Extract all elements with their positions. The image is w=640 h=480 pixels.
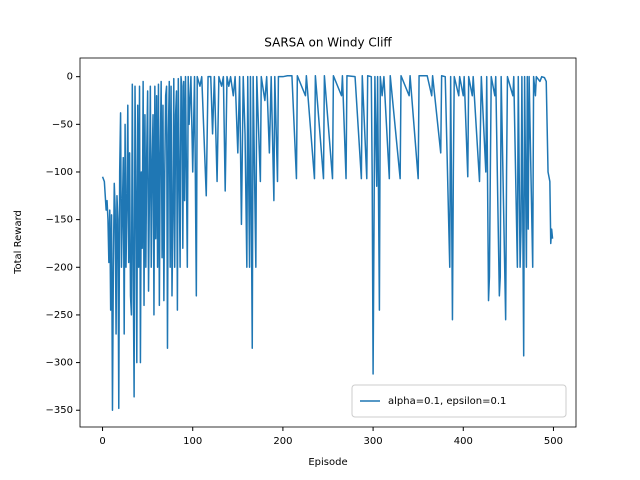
- y-tick-label: 0: [67, 72, 73, 83]
- legend-box: [351, 384, 567, 418]
- y-tick-label: −100: [46, 167, 73, 178]
- x-tick-label: 200: [273, 436, 292, 447]
- x-tick-label: 500: [544, 436, 563, 447]
- x-axis-label: Episode: [308, 457, 347, 468]
- y-tick-label: −200: [46, 262, 73, 273]
- x-tick-label: 100: [183, 436, 202, 447]
- x-tick-label: 0: [99, 436, 105, 447]
- x-tick-label: 400: [454, 436, 473, 447]
- plot-frame: [79, 57, 577, 428]
- legend-label: alpha=0.1, epsilon=0.1: [388, 396, 506, 407]
- y-tick-label: −50: [52, 119, 73, 130]
- x-tick-label: 300: [364, 436, 383, 447]
- y-axis-label: Total Reward: [13, 210, 24, 275]
- y-tick-label: −250: [46, 310, 73, 321]
- y-tick-label: −350: [46, 405, 73, 416]
- y-tick-label: −300: [46, 358, 73, 369]
- chart-title: SARSA on Windy Cliff: [264, 36, 392, 50]
- line-series: [101, 74, 554, 411]
- y-tick-label: −150: [46, 215, 73, 226]
